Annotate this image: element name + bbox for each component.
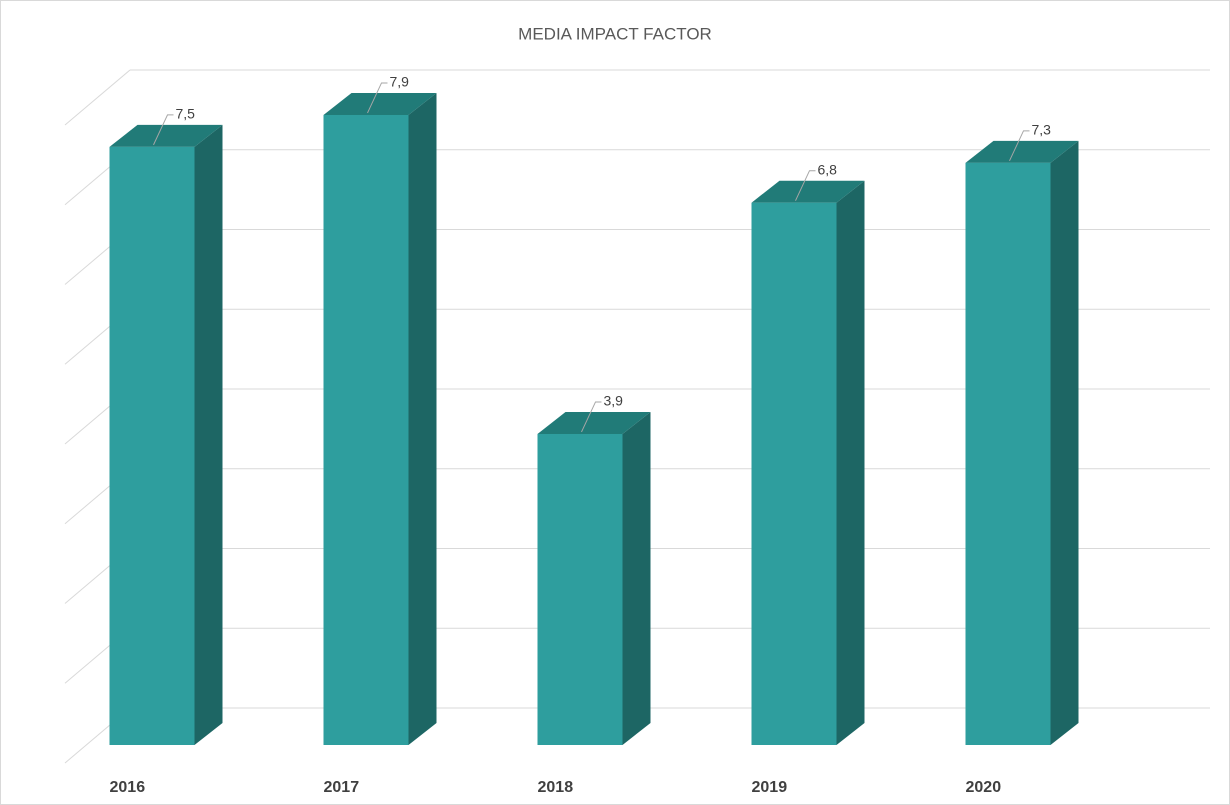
x-tick-label: 2018 (538, 779, 574, 796)
chart-title: MEDIA IMPACT FACTOR (518, 24, 712, 43)
bar-side (408, 92, 437, 746)
bar (537, 433, 623, 745)
x-tick-label: 2016 (110, 779, 146, 796)
data-label: 7,5 (176, 106, 196, 122)
bar (751, 202, 837, 745)
label-leader (795, 170, 816, 201)
bar (323, 114, 409, 746)
data-label: 6,8 (818, 161, 838, 177)
data-label: 7,9 (390, 74, 410, 90)
x-tick-label: 2017 (324, 779, 360, 796)
bar (109, 146, 195, 745)
x-tick-label: 2020 (966, 779, 1002, 796)
bar-side (194, 124, 223, 745)
label-leader (581, 401, 602, 433)
data-label: 3,9 (604, 393, 624, 409)
bar-top (537, 411, 651, 434)
bar (965, 162, 1051, 745)
bar-side (622, 411, 651, 745)
bar-side (1050, 140, 1079, 745)
label-leader (1009, 130, 1030, 162)
bar-side (836, 180, 865, 745)
label-leader (153, 114, 174, 146)
side-grid-line (64, 69, 131, 126)
bar-top (109, 124, 223, 147)
data-label: 7,3 (1032, 122, 1052, 138)
bar-top (751, 180, 865, 203)
bar-top (965, 140, 1079, 163)
x-tick-label: 2019 (752, 779, 788, 796)
bar-top (323, 92, 437, 115)
label-leader (367, 82, 388, 114)
